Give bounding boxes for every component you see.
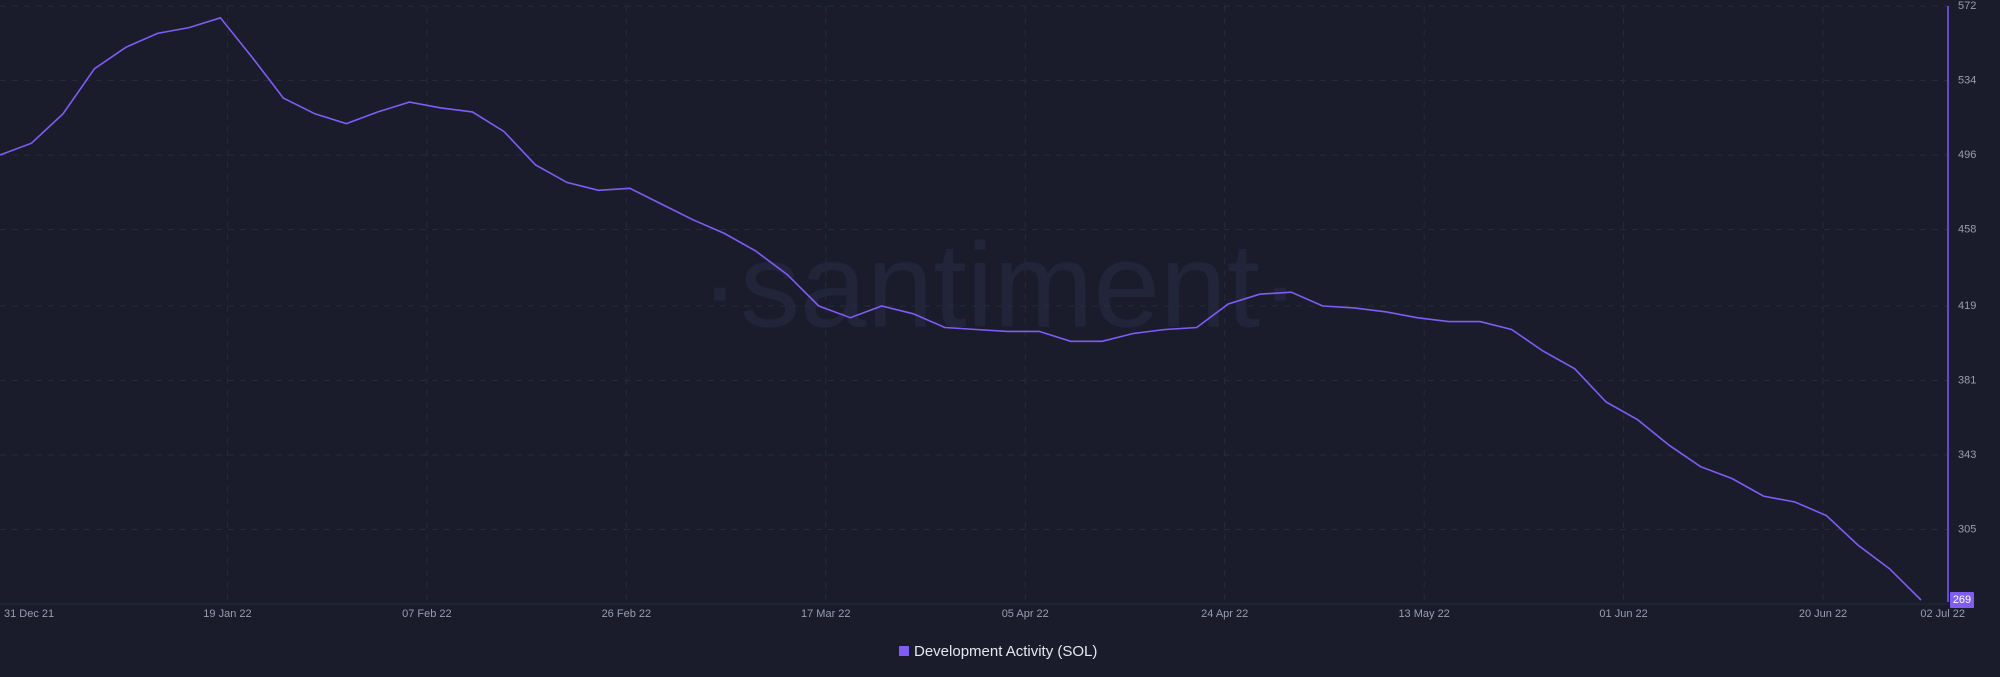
last-value-label: 269 xyxy=(1953,594,1971,606)
x-tick-label: 13 May 22 xyxy=(1398,608,1449,620)
watermark: ·santiment· xyxy=(700,219,1300,353)
y-tick-label: 458 xyxy=(1958,223,1976,235)
y-tick-label: 534 xyxy=(1958,74,1976,86)
x-tick-label: 07 Feb 22 xyxy=(402,608,452,620)
last-value-badge xyxy=(1950,592,1974,609)
x-tick-label: 05 Apr 22 xyxy=(1002,608,1049,620)
legend-label: Development Activity (SOL) xyxy=(914,643,1097,660)
x-tick-label: 01 Jun 22 xyxy=(1599,608,1647,620)
y-tick-label: 381 xyxy=(1958,374,1976,386)
x-tick-label: 24 Apr 22 xyxy=(1201,608,1248,620)
x-tick-label: 26 Feb 22 xyxy=(602,608,652,620)
y-tick-label: 496 xyxy=(1958,149,1976,161)
legend-swatch xyxy=(899,646,909,656)
y-tick-label: 305 xyxy=(1958,523,1976,535)
x-tick-label: 20 Jun 22 xyxy=(1799,608,1847,620)
y-tick-label: 343 xyxy=(1958,449,1976,461)
x-tick-label: 19 Jan 22 xyxy=(203,608,251,620)
x-tick-label: 02 Jul 22 xyxy=(1920,608,1965,620)
data-line xyxy=(0,16,1922,601)
x-tick-label: 31 Dec 21 xyxy=(4,608,54,620)
y-tick-label: 419 xyxy=(1958,300,1976,312)
y-tick-label: 572 xyxy=(1958,0,1976,12)
x-tick-label: 17 Mar 22 xyxy=(801,608,851,620)
